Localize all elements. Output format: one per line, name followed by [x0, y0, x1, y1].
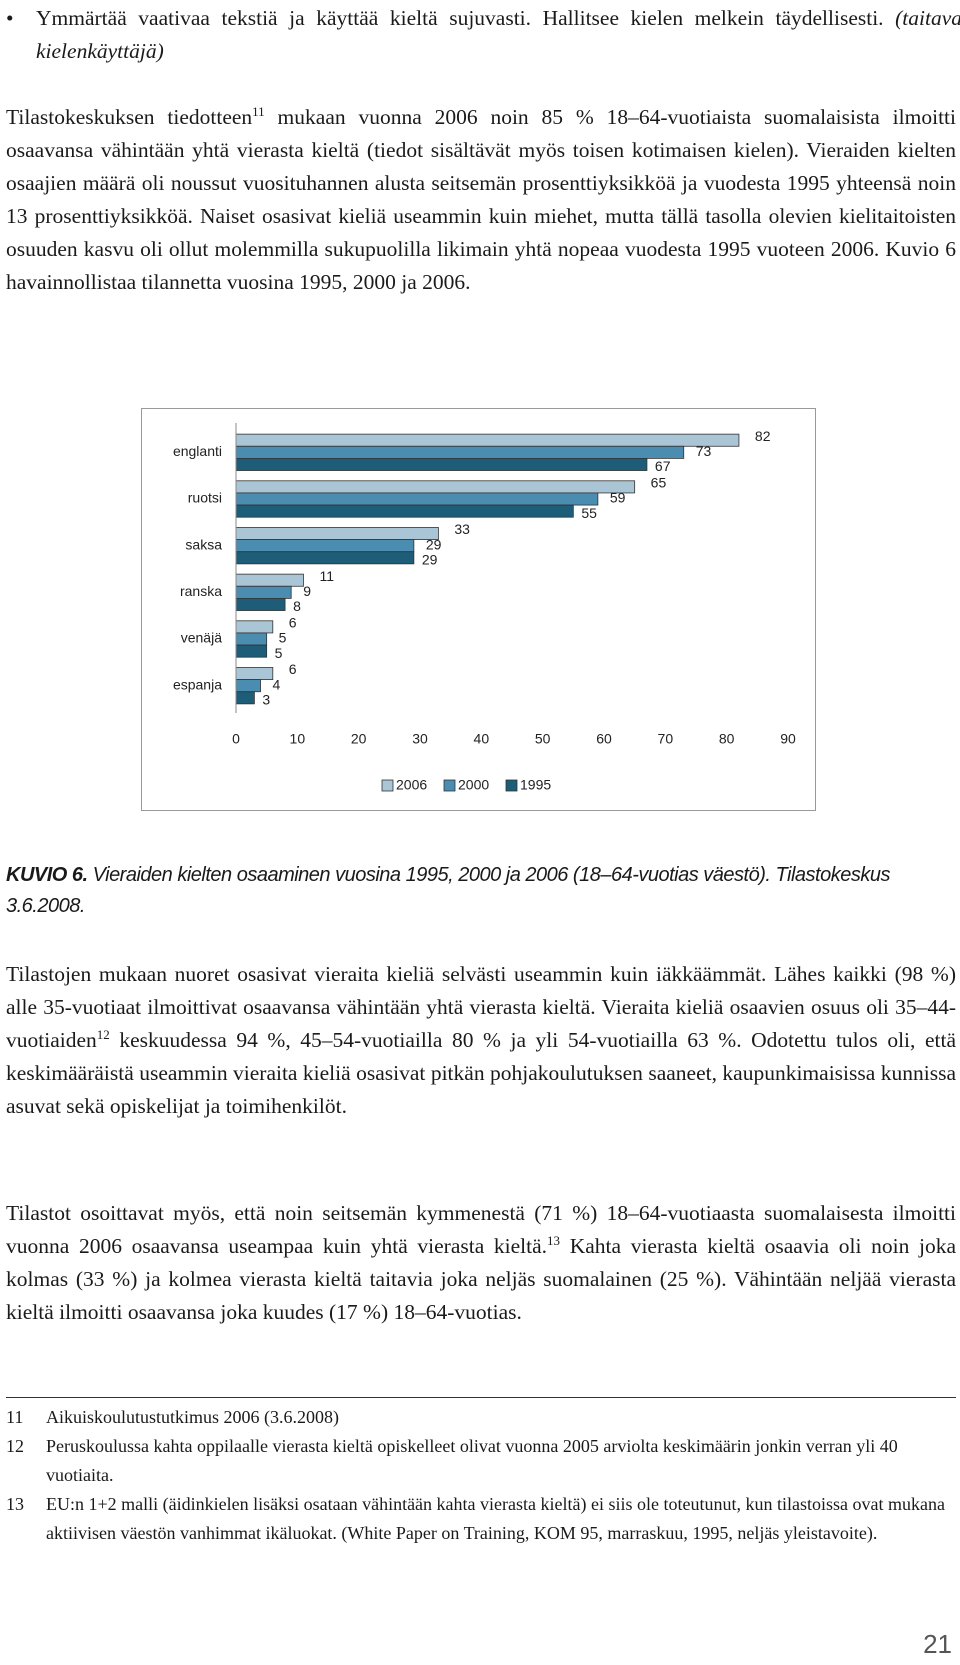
category-label: ranska	[180, 583, 222, 599]
category-label: venäjä	[181, 630, 222, 646]
bar	[235, 597, 286, 611]
legend-label: 1995	[520, 777, 551, 793]
x-tick-label: 90	[780, 731, 796, 747]
bar	[235, 573, 304, 587]
x-tick-label: 70	[658, 731, 674, 747]
chart-frame: englanti 82 73 67 ruotsi 65 59 55 saksa 33 29 29 ran…	[141, 408, 816, 811]
text: Tilastojen mukaan nuoret osasivat vierai…	[6, 962, 956, 1052]
x-tick-label: 30	[412, 731, 428, 747]
footnote-ref: 12	[96, 1026, 110, 1042]
data-label: 8	[293, 598, 301, 614]
legend-swatch	[443, 779, 456, 792]
footnote-number: 13	[6, 1494, 24, 1514]
footnote-number: 12	[6, 1436, 24, 1456]
data-label: 67	[655, 458, 671, 474]
footnote-text: EU:n 1+2 malli (äidinkielen lisäksi osat…	[46, 1494, 945, 1543]
x-tick-label: 40	[474, 731, 490, 747]
bar	[235, 644, 268, 658]
legend-label: 2006	[396, 777, 427, 793]
bar	[235, 679, 261, 693]
bar	[235, 539, 415, 553]
data-label: 6	[289, 661, 297, 677]
bar	[235, 551, 415, 565]
legend-swatch	[381, 779, 394, 792]
bar	[235, 480, 636, 494]
caption-label: KUVIO 6.	[6, 864, 88, 886]
data-label: 5	[279, 630, 287, 646]
category-label: ruotsi	[188, 490, 222, 506]
figure-caption: KUVIO 6. Vieraiden kielten osaaminen vuo…	[6, 860, 906, 922]
footnote-text: Peruskoulussa kahta oppilaalle vierasta …	[46, 1436, 898, 1485]
footnote-number: 11	[6, 1407, 24, 1427]
category-label: saksa	[185, 536, 222, 552]
page-number: 21	[923, 1629, 952, 1659]
footnote-ref: 11	[252, 103, 265, 119]
data-label: 33	[454, 521, 470, 537]
bullet-text: Ymmärtää vaativaa tekstiä ja käyttää kie…	[36, 6, 884, 30]
data-label: 82	[755, 428, 771, 444]
category-label: espanja	[173, 676, 222, 692]
bullet: •	[6, 6, 14, 30]
footnote-ref: 13	[547, 1232, 561, 1248]
bullet-note: (taitava kielenkäyttäjä)	[36, 6, 960, 63]
chart: englanti827367ruotsi655955saksa332929ran…	[173, 423, 796, 793]
data-label: 29	[422, 552, 438, 568]
bar	[235, 504, 574, 518]
text: Kahta vierasta kieltä osaavia oli noin j…	[6, 1234, 957, 1324]
bar	[235, 632, 268, 646]
x-tick-label: 10	[290, 731, 306, 747]
data-label: 3	[262, 692, 270, 708]
footnote-text: Aikuiskoulutustutkimus 2006 (3.6.2008)	[46, 1407, 340, 1427]
data-label: 65	[651, 475, 667, 491]
data-label: 73	[696, 443, 712, 459]
data-label: 5	[275, 645, 283, 661]
paragraph: Tilastot osoittavat myös, että noin seit…	[6, 1197, 956, 1329]
bar	[235, 585, 292, 599]
bar	[235, 458, 648, 471]
x-tick-label: 50	[535, 731, 551, 747]
data-label: 29	[426, 536, 442, 552]
footnote-rule	[6, 1397, 956, 1398]
data-label: 11	[319, 568, 334, 584]
footnote: 11 Aikuiskoulutustutkimus 2006 (3.6.2008)	[6, 1403, 956, 1432]
bar	[235, 691, 255, 705]
x-tick-label: 80	[719, 731, 735, 747]
paragraph: Tilastokeskuksen tiedotteen11 mukaan vuo…	[6, 101, 956, 299]
data-label: 6	[289, 615, 297, 631]
text: Tilastot osoittavat myös, että noin seit…	[6, 1201, 956, 1258]
bar	[235, 620, 274, 634]
legend-label: 2000	[458, 777, 489, 793]
legend-swatch	[505, 779, 518, 792]
x-tick-label: 0	[232, 731, 240, 747]
category-label: englanti	[173, 443, 222, 459]
x-tick-label: 20	[351, 731, 367, 747]
caption-text: Vieraiden kielten osaaminen vuosina 1995…	[6, 864, 890, 917]
paragraph: Tilastojen mukaan nuoret osasivat vierai…	[6, 958, 956, 1123]
data-label: 9	[303, 583, 311, 599]
data-label: 55	[581, 505, 597, 521]
bar	[235, 445, 685, 459]
text: Tilastokeskuksen tiedotteen	[6, 105, 253, 129]
data-label: 59	[610, 490, 626, 506]
bullet-item: • Ymmärtää vaativaa tekstiä ja käyttää ki…	[6, 2, 960, 68]
bar	[235, 433, 740, 447]
text: keskuudessa 94 %, 45–54-vuotiailla 80 % …	[6, 1028, 956, 1118]
footnote: 12 Peruskoulussa kahta oppilaalle vierast…	[6, 1432, 956, 1490]
bar	[235, 667, 274, 681]
x-tick-label: 60	[596, 731, 612, 747]
bar	[235, 527, 439, 541]
bar	[235, 492, 599, 506]
data-label: 4	[273, 676, 281, 692]
footnote: 13 EU:n 1+2 malli (äidinkielen lisäksi os…	[6, 1490, 956, 1548]
text: mukaan vuonna 2006 noin 85 % 18–64-vuoti…	[6, 105, 956, 294]
